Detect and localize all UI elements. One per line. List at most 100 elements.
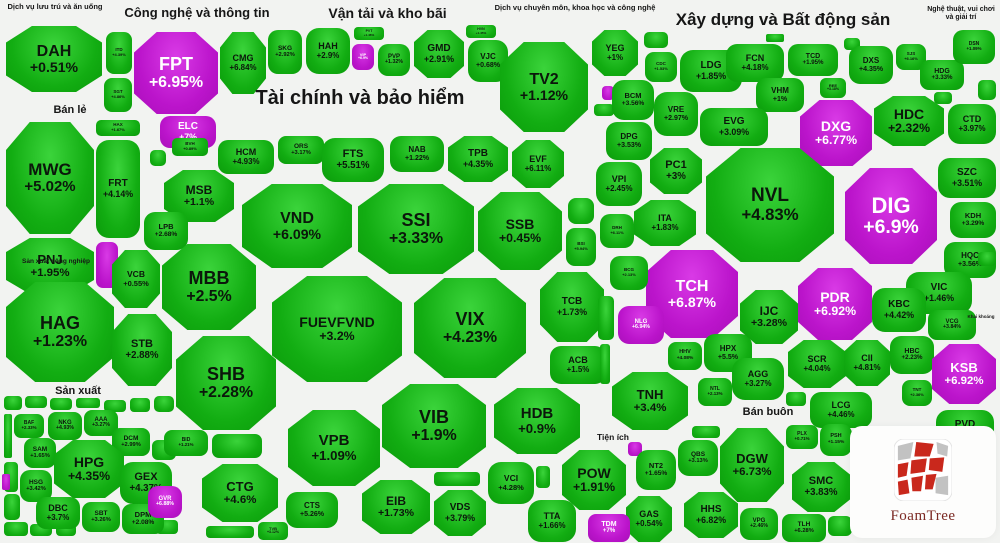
cell-small[interactable] [536, 466, 550, 488]
cell-HAX[interactable]: HAX +1.67% [96, 120, 140, 136]
cell-TLH[interactable]: TLH +6.28% [782, 514, 826, 542]
cell-HHS[interactable]: HHS +6.82% [684, 492, 738, 538]
cell-KBC[interactable]: KBC +4.42% [872, 288, 926, 332]
cell-small[interactable] [602, 86, 614, 100]
cell-PLX[interactable]: PLX +0.71% [786, 425, 818, 449]
cell-KSB[interactable]: KSB +6.92% [932, 344, 996, 404]
cell-TNT[interactable]: TNT +2.36% [902, 380, 932, 406]
cell-MSB[interactable]: MSB +1.1% [164, 170, 234, 222]
cell-small[interactable] [4, 494, 20, 520]
cell-small[interactable] [2, 474, 10, 490]
cell-TVB[interactable]: TVB +3.12% [258, 522, 288, 540]
cell-small[interactable] [4, 522, 28, 536]
cell-DGW[interactable]: DGW +6.73% [720, 428, 784, 502]
cell-small[interactable] [934, 92, 952, 104]
cell-LCG[interactable]: LCG +4.46% [810, 392, 872, 428]
cell-BSI[interactable]: BSI +5.94% [566, 228, 596, 266]
cell-DXS[interactable]: DXS +4.35% [849, 46, 893, 84]
cell-DIG[interactable]: DIG +6.9% [845, 168, 937, 264]
cell-DXG[interactable]: DXG +6.77% [800, 100, 872, 166]
cell-NTL[interactable]: NTL +2.13% [698, 378, 732, 406]
cell-STB[interactable]: STB +2.88% [112, 314, 172, 386]
cell-BVH[interactable]: BVH +0.89% [172, 138, 208, 156]
cell-PVP[interactable]: PVP +1.32% [378, 44, 410, 76]
cell-HDC[interactable]: HDC +2.32% [874, 96, 944, 146]
cell-SMC[interactable]: SMC +3.83% [792, 462, 850, 512]
cell-NKG[interactable]: NKG +4.93% [48, 412, 82, 440]
cell-FRT[interactable]: FRT +4.14% [96, 140, 140, 238]
cell-SGT[interactable]: SGT +4.86% [104, 78, 132, 112]
cell-small[interactable] [600, 344, 610, 384]
cell-NT2[interactable]: NT2 +1.65% [636, 450, 676, 490]
cell-small[interactable] [568, 198, 594, 224]
cell-CTS[interactable]: CTS +5.26% [286, 492, 338, 528]
cell-TCD[interactable]: TCD +1.95% [788, 44, 838, 76]
cell-VIX[interactable]: VIX +4.23% [414, 278, 526, 378]
cell-PSH[interactable]: PSH +1.15% [820, 424, 852, 456]
cell-FCN[interactable]: FCN +4.18% [726, 44, 784, 82]
cell-MWG[interactable]: MWG +5.02% [6, 122, 94, 234]
cell-TCB[interactable]: TCB +1.73% [540, 272, 604, 342]
cell-BCG[interactable]: BCG +2.13% [610, 256, 648, 290]
cell-small[interactable] [978, 80, 996, 100]
cell-TV2[interactable]: TV2 +1.12% [500, 42, 588, 132]
cell-VCB[interactable]: VCB +0.55% [112, 250, 160, 308]
cell-ITA[interactable]: ITA +1.83% [634, 200, 696, 246]
cell-VCI[interactable]: VCI +4.28% [488, 462, 534, 504]
cell-DRH[interactable]: DRH +6.11% [600, 214, 634, 248]
cell-NVL[interactable]: NVL +4.83% [706, 148, 834, 262]
cell-VND[interactable]: VND +6.09% [242, 184, 352, 268]
cell-small[interactable] [766, 34, 784, 42]
cell-BID[interactable]: BID +1.21% [164, 430, 208, 456]
cell-GAS[interactable]: GAS +0.54% [626, 496, 672, 542]
cell-HDG[interactable]: HDG +3.33% [920, 60, 964, 90]
cell-CDC[interactable]: CDC +1.53% [645, 52, 677, 82]
cell-small[interactable] [154, 396, 174, 412]
cell-VPI[interactable]: VPI +2.45% [596, 162, 642, 206]
cell-HDB[interactable]: HDB +0.9% [494, 388, 580, 454]
cell-DSN[interactable]: DSN +1.09% [953, 30, 995, 64]
cell-ORS[interactable]: ORS +3.17% [278, 136, 324, 164]
cell-CTG[interactable]: CTG +4.6% [202, 464, 278, 522]
cell-VHM[interactable]: VHM +1% [756, 78, 804, 112]
cell-DAH[interactable]: DAH +0.51% [6, 26, 102, 92]
cell-small[interactable] [786, 392, 806, 406]
cell-ITD[interactable]: ITD +4.39% [106, 32, 132, 74]
cell-small[interactable] [150, 150, 166, 166]
cell-small[interactable] [25, 396, 47, 408]
cell-GMD[interactable]: GMD +2.91% [414, 30, 464, 78]
cell-SZC[interactable]: SZC +3.51% [938, 158, 996, 198]
cell-HCM[interactable]: HCM +4.93% [218, 140, 274, 174]
cell-small[interactable] [212, 434, 262, 458]
cell-HAG[interactable]: HAG +1.23% [6, 282, 114, 382]
cell-small[interactable] [50, 398, 72, 410]
cell-small[interactable] [644, 32, 668, 48]
cell-HPG[interactable]: HPG +4.35% [54, 440, 124, 498]
cell-FUEVFVND[interactable]: FUEVFVND +3.2% [272, 276, 402, 382]
cell-PVT[interactable]: PVT +1.46% [354, 27, 384, 40]
cell-CTD[interactable]: CTD +3.97% [948, 104, 996, 144]
cell-DBC[interactable]: DBC +3.7% [36, 497, 80, 529]
cell-small[interactable] [598, 296, 614, 340]
cell-small[interactable] [76, 398, 100, 408]
cell-EVF[interactable]: EVF +6.11% [512, 140, 564, 188]
cell-QBS[interactable]: QBS +3.13% [678, 440, 718, 476]
cell-TDM[interactable]: TDM +7% [588, 514, 630, 542]
cell-DCM[interactable]: DCM +2.99% [112, 428, 150, 456]
cell-LPB[interactable]: LPB +2.68% [144, 212, 188, 250]
cell-SSB[interactable]: SSB +0.45% [478, 192, 562, 270]
cell-SBT[interactable]: SBT +3.26% [82, 502, 120, 532]
cell-small[interactable] [628, 442, 642, 456]
cell-HSG[interactable]: HSG +3.42% [20, 470, 52, 502]
cell-MBB[interactable]: MBB +2.5% [162, 244, 256, 330]
cell-EVG[interactable]: EVG +3.09% [700, 108, 768, 146]
cell-HAH[interactable]: HAH +2.9% [306, 28, 350, 74]
cell-YEG[interactable]: YEG +1% [592, 30, 638, 76]
cell-VPG[interactable]: VPG +2.46% [740, 508, 778, 540]
cell-EIB[interactable]: EIB +1.73% [362, 480, 430, 534]
cell-FPT[interactable]: FPT +6.95% [134, 32, 218, 114]
cell-ACB[interactable]: ACB +1.5% [550, 346, 606, 384]
cell-VDS[interactable]: VDS +3.79% [434, 490, 486, 536]
cell-NLG[interactable]: NLG +6.94% [618, 306, 664, 344]
cell-HBC[interactable]: HBC +2.23% [890, 336, 934, 374]
